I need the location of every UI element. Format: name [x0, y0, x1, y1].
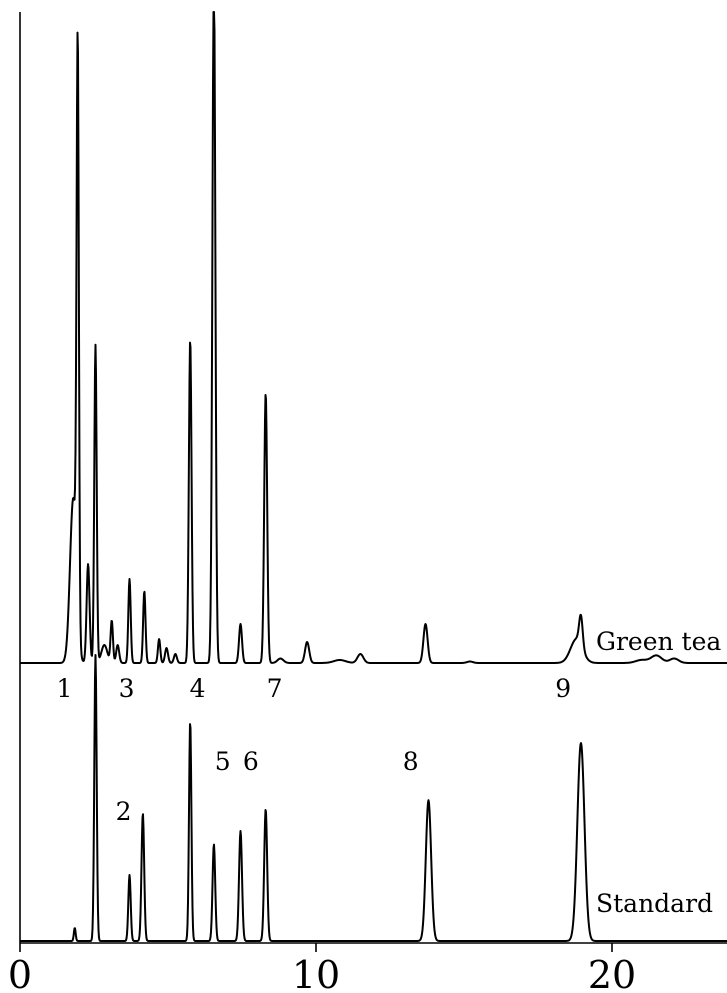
trace-labels: Green tea Standard: [596, 627, 721, 918]
x-ticks: 0 10 20: [8, 943, 636, 993]
x-axis: [19, 12, 727, 944]
traces: [19, 11, 727, 942]
peak-label-1: 1: [56, 674, 72, 703]
x-tick-label: 0: [8, 953, 32, 993]
peak-label-7: 7: [267, 674, 283, 703]
peak-label-5: 5: [215, 747, 231, 776]
peak-label-6: 6: [243, 747, 259, 776]
x-tick-label: 20: [588, 953, 636, 993]
series-line-0: [19, 11, 727, 664]
peak-label-4: 4: [190, 674, 206, 703]
series-label-green-tea: Green tea: [596, 627, 721, 656]
peak-label-8: 8: [403, 747, 419, 776]
series-line-1: [19, 654, 727, 942]
peak-labels: 1 3 4 7 9 2 5 6 8: [56, 674, 571, 826]
x-tick-label: 10: [292, 953, 340, 993]
peak-label-9: 9: [555, 674, 571, 703]
series-label-standard: Standard: [596, 889, 713, 918]
peak-label-2: 2: [116, 797, 132, 826]
peak-label-3: 3: [119, 674, 135, 703]
